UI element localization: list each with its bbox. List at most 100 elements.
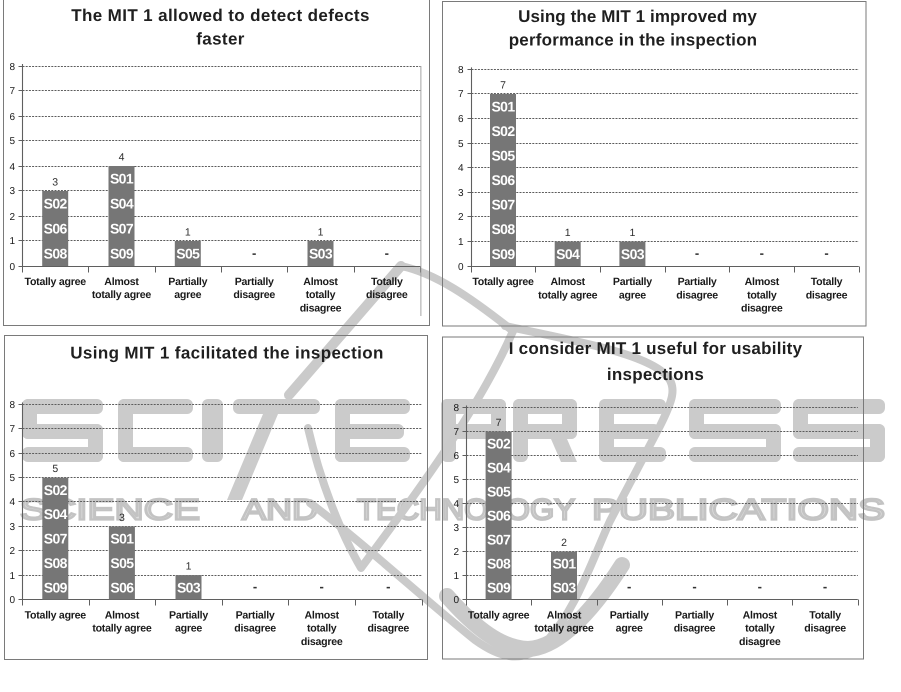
svg-text:Totally agree: Totally agree [25,609,87,621]
svg-text:1: 1 [629,227,635,239]
svg-text:7: 7 [9,424,15,435]
svg-text:7: 7 [9,86,15,97]
svg-text:disagree: disagree [739,636,781,648]
svg-text:agree: agree [174,289,201,301]
svg-text:AND: AND [242,494,318,527]
svg-text:disagree: disagree [368,623,410,635]
svg-text:S03: S03 [552,580,576,596]
svg-text:totally: totally [307,623,337,635]
svg-text:S06: S06 [110,579,134,595]
svg-text:Partially: Partially [675,609,714,621]
svg-text:5: 5 [453,475,459,486]
svg-text:S04: S04 [487,460,511,476]
svg-text:-: - [823,579,827,594]
svg-text:-: - [627,579,631,594]
svg-text:disagree: disagree [676,289,718,301]
svg-text:S05: S05 [491,147,515,163]
svg-text:S04: S04 [44,506,68,522]
svg-text:I consider MIT 1 useful for us: I consider MIT 1 useful for usability [509,339,803,358]
svg-text:Almost: Almost [104,276,139,288]
svg-text:0: 0 [9,262,15,273]
svg-text:3: 3 [458,188,464,199]
svg-text:totally agree: totally agree [534,623,594,635]
svg-text:4: 4 [9,497,15,508]
svg-text:Almost: Almost [304,609,339,621]
svg-text:Using MIT 1 facilitated the in: Using MIT 1 facilitated the inspection [70,344,384,363]
svg-text:Totally: Totally [371,276,403,288]
svg-text:S02: S02 [44,196,68,212]
svg-text:1: 1 [318,227,324,239]
svg-text:2: 2 [458,212,464,223]
svg-text:disagree: disagree [233,289,275,301]
svg-text:S06: S06 [44,221,68,237]
svg-text:S05: S05 [487,484,511,500]
svg-text:Totally: Totally [372,609,404,621]
svg-text:-: - [692,579,696,594]
svg-text:S08: S08 [44,246,68,262]
svg-text:Partially: Partially [678,276,717,288]
svg-text:-: - [758,579,762,594]
svg-text:6: 6 [458,114,464,125]
svg-text:S01: S01 [110,171,134,187]
svg-text:3: 3 [453,523,459,534]
svg-text:PUBLICATIONS: PUBLICATIONS [592,494,885,527]
svg-text:1: 1 [9,236,15,247]
svg-text:The MIT 1 allowed to detect de: The MIT 1 allowed to detect defects [71,6,370,25]
svg-text:0: 0 [458,262,464,273]
svg-text:disagree: disagree [301,636,343,648]
svg-text:S02: S02 [491,123,515,139]
svg-text:1: 1 [185,227,191,239]
svg-text:1: 1 [9,571,15,582]
svg-text:3: 3 [9,522,15,533]
svg-text:1: 1 [186,561,192,573]
svg-text:S03: S03 [177,579,201,595]
svg-text:Totally agree: Totally agree [472,276,534,288]
svg-text:Almost: Almost [547,609,582,621]
svg-text:performance in the inspection: performance in the inspection [509,31,758,50]
svg-text:inspections: inspections [607,365,704,384]
svg-text:-: - [695,246,699,261]
svg-text:4: 4 [453,499,459,510]
svg-text:8: 8 [9,62,15,73]
svg-text:S09: S09 [487,580,511,596]
svg-text:S09: S09 [44,579,68,595]
svg-text:2: 2 [561,537,567,549]
svg-text:agree: agree [616,623,643,635]
svg-text:S02: S02 [487,436,511,452]
svg-text:Almost: Almost [745,276,780,288]
svg-text:S07: S07 [487,532,511,548]
svg-text:3: 3 [119,512,125,524]
svg-text:Partially: Partially [236,609,275,621]
svg-text:7: 7 [500,80,506,92]
svg-text:6: 6 [453,451,459,462]
svg-text:-: - [824,246,828,261]
svg-text:8: 8 [458,65,464,76]
svg-text:S02: S02 [44,482,68,498]
svg-text:1: 1 [458,237,464,248]
svg-text:S08: S08 [491,221,515,237]
svg-text:Partially: Partially [610,609,649,621]
svg-text:-: - [252,246,256,261]
svg-text:disagree: disagree [804,623,846,635]
svg-text:4: 4 [9,162,15,173]
svg-text:8: 8 [453,403,459,414]
svg-text:disagree: disagree [674,623,716,635]
svg-text:S07: S07 [491,197,515,213]
svg-text:Using the MIT 1 improved my: Using the MIT 1 improved my [518,7,757,26]
svg-text:disagree: disagree [366,289,408,301]
svg-text:-: - [253,579,257,594]
svg-text:8: 8 [9,400,15,411]
svg-text:Partially: Partially [613,276,652,288]
svg-text:0: 0 [9,595,15,606]
svg-text:S04: S04 [110,196,134,212]
svg-text:S06: S06 [487,508,511,524]
svg-text:S07: S07 [110,221,134,237]
svg-text:totally agree: totally agree [92,623,152,635]
svg-text:totally: totally [306,289,336,301]
svg-text:totally: totally [747,289,777,301]
svg-text:S03: S03 [621,246,645,262]
svg-text:S05: S05 [110,555,134,571]
svg-text:S08: S08 [44,555,68,571]
svg-text:Partially: Partially [235,276,274,288]
svg-text:Partially: Partially [168,276,207,288]
